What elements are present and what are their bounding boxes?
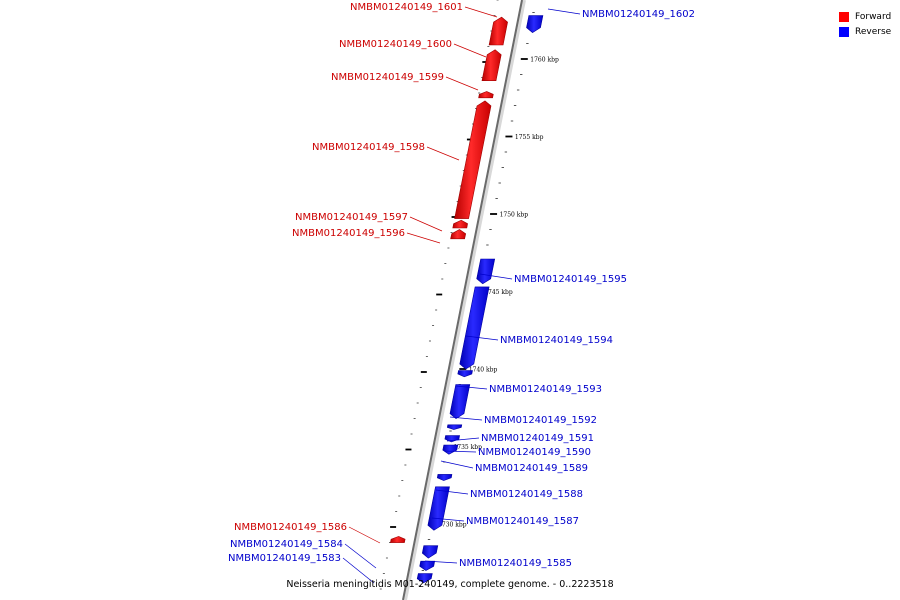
gene-label-NMBM01240149_1591[interactable]: NMBM01240149_1591: [481, 433, 594, 444]
gene-leader-line: [342, 557, 375, 584]
gene-arrow-NMBM01240149_1594[interactable]: [459, 286, 490, 370]
gene-leader-line: [406, 232, 441, 244]
gene-label-NMBM01240149_1592[interactable]: NMBM01240149_1592: [484, 415, 597, 426]
gene-arrow-NMBM01240149_1596[interactable]: [450, 229, 467, 240]
gene-leader-line: [443, 450, 477, 453]
gene-leader-line: [344, 543, 377, 569]
gene-arrow-NMBM01240149_1588[interactable]: [436, 474, 453, 481]
gene-leader-line: [431, 517, 465, 522]
gene-leader-line: [479, 273, 513, 280]
gene-arrow-NMBM01240149_1589[interactable]: [442, 444, 459, 455]
gene-label-NMBM01240149_1594[interactable]: NMBM01240149_1594: [500, 335, 613, 346]
gene-arrow-NMBM01240149_1602[interactable]: [526, 15, 544, 33]
gene-arrow-NMBM01240149_1586[interactable]: [390, 536, 406, 543]
legend-item-reverse: Reverse: [839, 24, 891, 39]
gene-label-NMBM01240149_1587[interactable]: NMBM01240149_1587: [466, 516, 579, 527]
tick-label: 1755 kbp: [515, 134, 544, 141]
gene-arrow-NMBM01240149_1600[interactable]: [481, 49, 502, 81]
gene-label-NMBM01240149_1598[interactable]: NMBM01240149_1598: [312, 142, 425, 153]
gene-leader-line: [435, 489, 469, 495]
gene-label-NMBM01240149_1586[interactable]: NMBM01240149_1586: [234, 522, 347, 533]
gene-leader-line: [547, 8, 581, 15]
gene-label-NMBM01240149_1599[interactable]: NMBM01240149_1599: [331, 72, 444, 83]
tick-label: 1735 kbp: [453, 444, 482, 451]
gene-arrow-NMBM01240149_1593[interactable]: [457, 370, 473, 378]
genome-backbone: [402, 0, 523, 600]
gene-leader-line: [465, 335, 499, 341]
gene-label-NMBM01240149_1584[interactable]: NMBM01240149_1584: [230, 539, 343, 550]
gene-features: [390, 15, 544, 584]
gene-leader-line: [426, 146, 460, 161]
gene-label-NMBM01240149_1589[interactable]: NMBM01240149_1589: [475, 463, 588, 474]
gene-label-NMBM01240149_1585[interactable]: NMBM01240149_1585: [459, 558, 572, 569]
gene-arrow-NMBM01240149_1601[interactable]: [488, 16, 508, 46]
gene-label-NMBM01240149_1601[interactable]: NMBM01240149_1601: [350, 2, 463, 13]
gene-leader-line: [445, 76, 479, 91]
gene-arrow-NMBM01240149_1591[interactable]: [446, 424, 463, 430]
legend-label-reverse: Reverse: [855, 26, 892, 37]
tick-label: 1740 kbp: [469, 367, 498, 374]
gene-leader-line: [409, 216, 443, 232]
gene-leader-line: [440, 460, 474, 469]
gene-label-NMBM01240149_1595[interactable]: NMBM01240149_1595: [514, 274, 627, 285]
gene-arrow-NMBM01240149_1583[interactable]: [416, 573, 433, 584]
gene-labels: NMBM01240149_1602 NMBM01240149_1601 NMBM01…: [228, 2, 695, 584]
gene-label-NMBM01240149_1593[interactable]: NMBM01240149_1593: [489, 384, 602, 395]
legend-swatch-reverse: [839, 26, 849, 37]
gene-label-NMBM01240149_1590[interactable]: NMBM01240149_1590: [478, 447, 591, 458]
gene-arrow-NMBM01240149_1598[interactable]: [454, 100, 492, 219]
genome-ticks: 1760 kbp 1755 kbp 1750 kbp 1745 kbp 1740 kbp…: [379, 0, 559, 590]
gene-leader-line: [449, 416, 483, 421]
gene-label-NMBM01240149_1600[interactable]: NMBM01240149_1600: [339, 39, 452, 50]
legend-label-forward: Forward: [855, 11, 892, 22]
gene-arrow-NMBM01240149_1592[interactable]: [449, 384, 471, 419]
gene-arrow-NMBM01240149_1595[interactable]: [476, 258, 496, 285]
gene-leader-line: [453, 43, 487, 58]
gene-arrow-NMBM01240149_1584[interactable]: [419, 560, 436, 571]
gene-label-NMBM01240149_1583[interactable]: NMBM01240149_1583: [228, 553, 341, 564]
gene-label-NMBM01240149_1588[interactable]: NMBM01240149_1588: [470, 489, 583, 500]
legend-swatch-forward: [839, 11, 849, 22]
genome-backbone-shadow: [403, 0, 526, 600]
gene-label-NMBM01240149_1602[interactable]: NMBM01240149_1602: [582, 9, 695, 20]
gene-arrow-NMBM01240149_1599[interactable]: [478, 91, 494, 99]
tick-label: 1745 kbp: [484, 289, 513, 296]
tick-label: 1760 kbp: [530, 57, 559, 64]
gene-arrow-NMBM01240149_1585[interactable]: [421, 545, 439, 559]
gene-leader-line: [348, 526, 381, 544]
strand-legend: Forward Reverse: [839, 9, 891, 39]
gene-leader-line: [446, 437, 480, 442]
gene-leader-line: [464, 6, 498, 18]
gene-leader-line: [424, 560, 458, 564]
map-caption: Neisseria meningitidis M01-240149, compl…: [286, 579, 614, 590]
tick-label: 1750 kbp: [500, 212, 529, 219]
legend-item-forward: Forward: [839, 9, 891, 24]
gene-label-NMBM01240149_1597[interactable]: NMBM01240149_1597: [295, 212, 408, 223]
gene-arrow-NMBM01240149_1597[interactable]: [452, 219, 468, 229]
gene-leader-line: [455, 385, 488, 390]
gene-label-NMBM01240149_1596[interactable]: NMBM01240149_1596: [292, 228, 405, 239]
gene-arrow-NMBM01240149_1587[interactable]: [427, 486, 450, 531]
tick-label: 1730 kbp: [438, 522, 467, 529]
